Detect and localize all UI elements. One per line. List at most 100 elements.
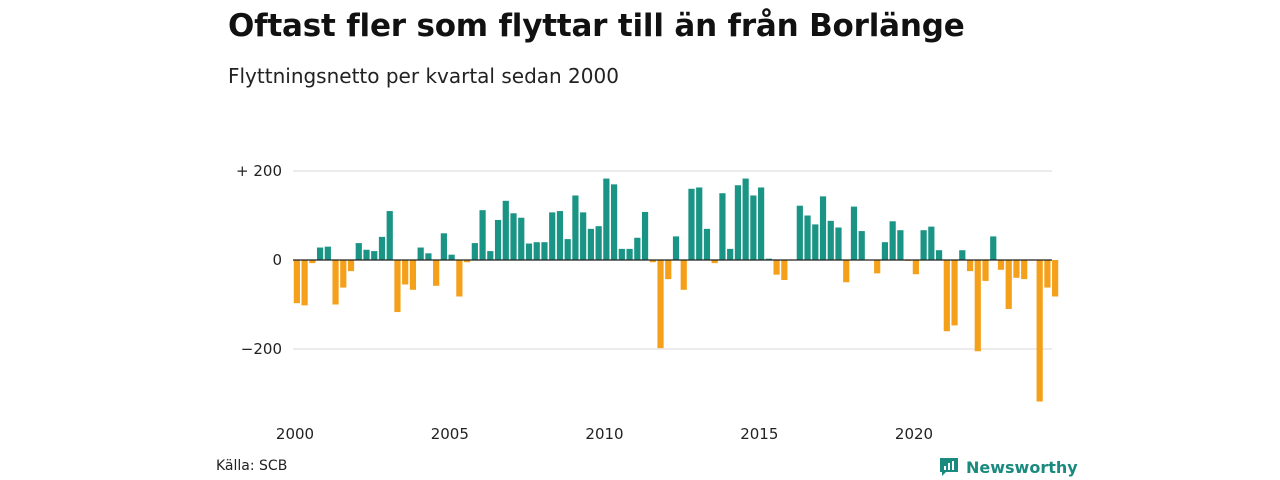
y-tick-label: 0	[272, 251, 282, 269]
bar	[858, 231, 865, 260]
bar	[750, 195, 757, 260]
bar	[719, 193, 726, 260]
chart-title: Oftast fler som flyttar till än från Bor…	[228, 8, 965, 44]
bar	[951, 260, 958, 326]
bar	[827, 220, 834, 260]
bar	[502, 200, 509, 260]
bar	[843, 260, 850, 283]
bar	[456, 260, 463, 297]
bar	[487, 251, 494, 260]
bar	[688, 188, 695, 260]
bar	[711, 260, 718, 264]
bar	[881, 242, 889, 260]
bar	[363, 249, 370, 260]
bar	[324, 246, 331, 260]
bar	[928, 226, 935, 261]
bar	[727, 248, 734, 261]
grid-lines	[293, 170, 1052, 350]
bar	[1044, 260, 1051, 288]
bar	[316, 247, 324, 260]
brand-name: Newsworthy	[966, 457, 1078, 477]
bar	[603, 178, 610, 260]
bar	[850, 206, 858, 260]
bar	[463, 260, 471, 263]
bar	[641, 211, 649, 260]
bar-chart: + 200 0 −200 2000 2005 2010 2015 2020	[236, 162, 1059, 443]
bar	[974, 260, 981, 352]
bar	[595, 226, 602, 260]
bar	[378, 236, 386, 260]
bar	[494, 219, 502, 260]
bar	[665, 260, 672, 280]
bar	[425, 253, 432, 260]
bar	[448, 254, 455, 260]
bar	[703, 228, 711, 260]
bar	[402, 260, 409, 285]
bar	[564, 239, 571, 260]
bar	[417, 247, 424, 260]
bar	[649, 260, 656, 263]
brand[interactable]: Newsworthy	[938, 456, 1078, 478]
y-tick-label: −200	[241, 340, 282, 358]
bar	[541, 242, 548, 260]
bar	[293, 260, 300, 304]
bar	[533, 242, 540, 260]
bar	[897, 230, 904, 260]
bar	[355, 243, 362, 260]
bar	[340, 260, 347, 288]
bar	[386, 211, 393, 260]
bar	[819, 196, 827, 260]
bar	[812, 224, 819, 260]
bar	[1013, 260, 1020, 278]
bar	[556, 211, 564, 260]
bar	[804, 215, 811, 260]
bar	[611, 184, 618, 260]
x-tick-label: 2020	[895, 425, 933, 443]
bar	[680, 260, 687, 290]
bar	[835, 227, 842, 260]
bar	[1005, 260, 1012, 309]
bar	[371, 251, 378, 260]
bar	[433, 260, 440, 286]
bar	[471, 243, 478, 260]
bar	[889, 221, 896, 260]
x-tick-label: 2005	[431, 425, 469, 443]
bar	[347, 260, 355, 272]
bar	[332, 260, 339, 305]
bar	[796, 205, 803, 260]
chart-subtitle: Flyttningsnetto per kvartal sedan 2000	[228, 64, 619, 88]
bar	[634, 237, 641, 260]
axes: + 200 0 −200 2000 2005 2010 2015 2020	[236, 162, 1052, 443]
newsworthy-logo-icon	[940, 458, 958, 476]
source-note: Källa: SCB	[216, 458, 288, 474]
bar	[409, 260, 417, 290]
bars	[293, 178, 1059, 402]
bar	[657, 260, 664, 349]
x-tick-label: 2015	[740, 425, 778, 443]
bar	[1052, 260, 1059, 297]
bar	[920, 230, 927, 260]
y-tick-label: + 200	[236, 162, 282, 180]
bar	[626, 248, 633, 261]
bar	[997, 260, 1005, 270]
bar	[874, 260, 881, 274]
bar	[990, 236, 997, 260]
bar	[959, 250, 966, 260]
bar	[758, 187, 765, 260]
bar	[943, 260, 950, 332]
bar	[549, 212, 556, 260]
bar	[966, 260, 974, 272]
bar	[587, 228, 594, 260]
bar	[510, 213, 517, 260]
bar	[572, 195, 579, 260]
bar	[525, 243, 533, 260]
bar	[696, 187, 703, 260]
bar	[518, 217, 525, 260]
bar	[765, 258, 772, 260]
bar	[618, 248, 625, 261]
bar	[1021, 260, 1028, 280]
bar	[781, 260, 788, 281]
bar	[672, 236, 680, 260]
bar	[742, 178, 749, 260]
bar	[935, 250, 943, 260]
